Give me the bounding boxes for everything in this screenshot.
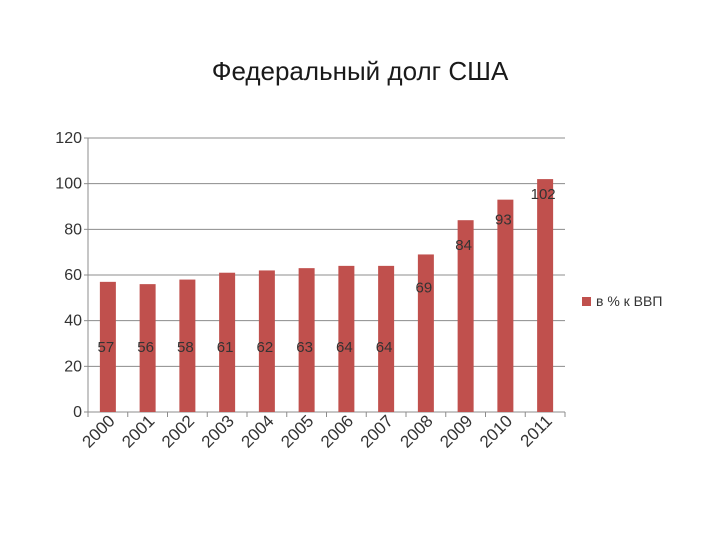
bar-2003 (219, 272, 236, 412)
legend-label: в % к ВВП (596, 293, 662, 309)
y-tick-label-60: 60 (64, 267, 82, 284)
y-tick-label-100: 100 (55, 176, 82, 193)
x-tick-label-2007: 2007 (357, 411, 397, 451)
y-tick-label-40: 40 (64, 313, 82, 330)
x-tick-labels: 2000 2001 2002 2003 2004 2005 2006 2007 2008 2009… (79, 411, 556, 451)
data-label-2011: 102 (531, 186, 556, 203)
bar-2005 (298, 268, 315, 412)
data-label-2001: 56 (137, 339, 154, 356)
chart-title: Федеральный долг США (212, 56, 509, 86)
bar-2010 (497, 199, 514, 412)
bar-2007 (378, 265, 395, 412)
legend-swatch (582, 297, 591, 306)
data-label-2003: 61 (217, 339, 234, 356)
x-tick-label-2010: 2010 (476, 411, 516, 451)
x-tick-label-2003: 2003 (198, 411, 238, 451)
bars (99, 179, 554, 412)
x-tick-label-2008: 2008 (397, 411, 437, 451)
data-label-2000: 57 (98, 339, 115, 356)
bar-2002 (179, 279, 196, 412)
data-label-2002: 58 (177, 339, 194, 356)
bar-2006 (338, 265, 355, 412)
x-tick-label-2001: 2001 (118, 411, 158, 451)
grid-lines (88, 137, 565, 367)
y-tick-labels: 0 20 40 60 80 100 120 (55, 130, 82, 421)
y-tick-label-80: 80 (64, 221, 82, 238)
data-labels: 57 56 58 61 62 63 64 64 69 84 93 102 (98, 186, 556, 356)
bar-2004 (258, 270, 275, 412)
data-label-2004: 62 (257, 339, 274, 356)
y-tick-label-120: 120 (55, 130, 82, 147)
x-tick-label-2011: 2011 (517, 411, 556, 450)
x-tick-label-2005: 2005 (277, 411, 317, 451)
bar-2009 (457, 220, 474, 412)
axes (84, 137, 566, 417)
data-label-2005: 63 (296, 339, 313, 356)
x-tick-label-2004: 2004 (238, 411, 278, 451)
bar-2008 (417, 254, 434, 412)
x-tick-label-2006: 2006 (317, 411, 357, 451)
bar-2001 (139, 284, 156, 412)
y-tick-label-0: 0 (73, 404, 82, 421)
y-tick-label-20: 20 (64, 358, 82, 375)
x-tick-label-2009: 2009 (436, 411, 476, 451)
data-label-2009: 84 (455, 237, 472, 254)
data-label-2007: 64 (376, 339, 393, 356)
data-label-2010: 93 (495, 211, 512, 228)
data-label-2006: 64 (336, 339, 353, 356)
x-tick-label-2002: 2002 (158, 411, 198, 451)
bar-2000 (99, 281, 116, 412)
bar-2011 (537, 179, 554, 412)
legend: в % к ВВП (582, 293, 662, 309)
data-label-2008: 69 (416, 279, 433, 296)
x-tick-label-2000: 2000 (79, 411, 119, 451)
